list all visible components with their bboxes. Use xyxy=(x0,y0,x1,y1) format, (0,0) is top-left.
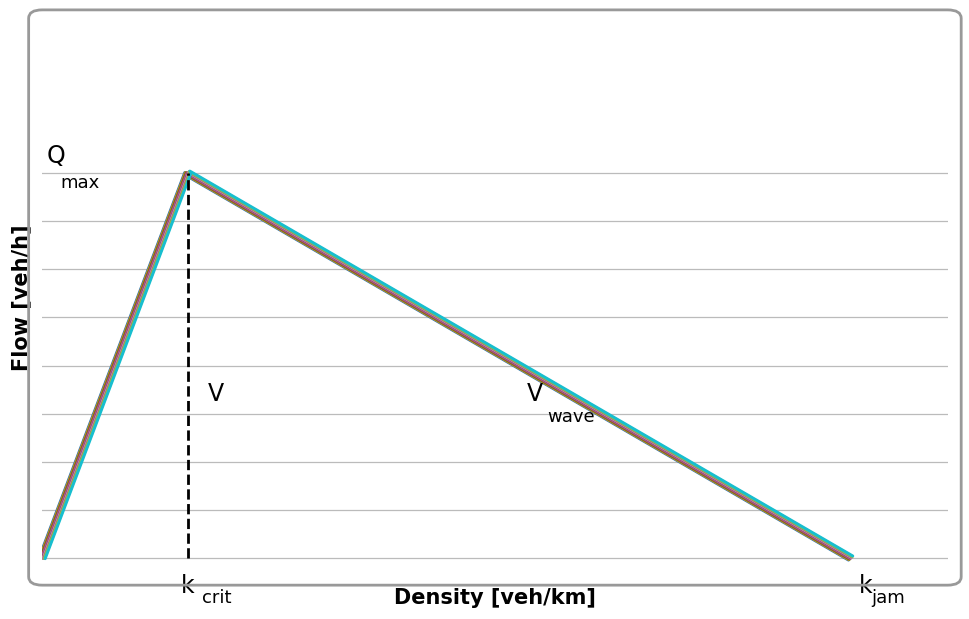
Text: V: V xyxy=(207,382,224,405)
X-axis label: Density [veh/km]: Density [veh/km] xyxy=(393,588,595,608)
Text: k: k xyxy=(858,574,871,599)
Text: max: max xyxy=(61,174,100,192)
Text: jam: jam xyxy=(870,589,904,607)
Text: crit: crit xyxy=(203,589,232,607)
Y-axis label: Flow [veh/h]: Flow [veh/h] xyxy=(11,224,31,371)
Text: wave: wave xyxy=(547,408,594,426)
Text: V: V xyxy=(527,382,543,405)
Text: k: k xyxy=(181,574,195,599)
Text: Q: Q xyxy=(47,144,65,168)
